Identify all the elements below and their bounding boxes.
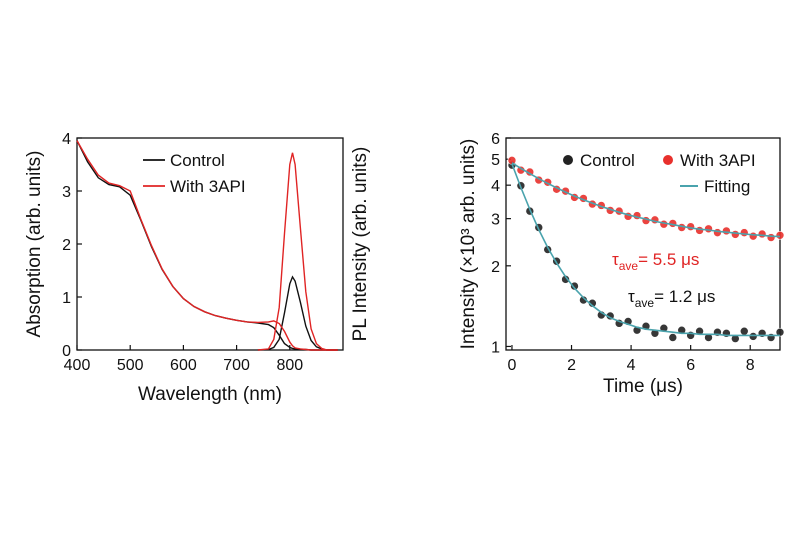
- legend-label: Control: [170, 151, 225, 170]
- data-point: [775, 230, 785, 240]
- x-tick-label: 600: [170, 357, 197, 374]
- y-tick-label: 0: [62, 343, 71, 360]
- legend-label: With 3API: [170, 177, 246, 196]
- x-tick-label: 2: [567, 357, 576, 374]
- data-point: [704, 224, 713, 234]
- pl-line: [257, 152, 338, 351]
- y-tick-label: 3: [491, 212, 500, 229]
- y-tick-label: 2: [62, 237, 71, 254]
- legend-marker: [663, 155, 673, 165]
- data-point: [579, 295, 588, 305]
- data-point: [722, 226, 731, 236]
- x-tick-label: 700: [223, 357, 250, 374]
- annotation: τave= 1.2 μs: [628, 287, 715, 310]
- x-tick-label: 800: [276, 357, 303, 374]
- annotation-text: = 5.5 μs: [638, 250, 699, 269]
- y2-axis-title: PL Intensity (arb. units): [350, 147, 371, 342]
- data-point: [668, 333, 678, 342]
- x-tick-label: 4: [627, 357, 636, 374]
- annotation-text: = 1.2 μs: [654, 287, 715, 306]
- annotation-subscript: ave: [635, 296, 655, 310]
- y-tick-label: 4: [62, 131, 71, 148]
- data-point: [739, 228, 749, 237]
- x-tick-label: 400: [64, 357, 91, 374]
- annotation: τave= 5.5 μs: [612, 250, 699, 273]
- legend-label: Fitting: [704, 177, 750, 196]
- y-tick-label: 5: [491, 152, 500, 169]
- x-tick-label: 0: [508, 357, 517, 374]
- data-point: [588, 298, 597, 308]
- data-point: [713, 228, 722, 237]
- plot-frame: [505, 137, 781, 351]
- data-point: [748, 231, 758, 241]
- fit-line: [511, 162, 781, 238]
- y-tick-label: 1: [62, 290, 71, 307]
- y-tick-label: 4: [491, 178, 500, 195]
- data-point: [739, 326, 749, 336]
- data-point: [677, 325, 687, 335]
- y-axis-title: Absorption (arb. units): [24, 151, 45, 338]
- annotation-symbol: τ: [628, 287, 635, 306]
- annotation-symbol: τ: [612, 250, 619, 269]
- absorption-line: [76, 140, 338, 351]
- y-tick-label: 6: [491, 131, 500, 148]
- data-point: [695, 326, 704, 336]
- x-axis-title: Time (μs): [603, 376, 683, 397]
- data-point: [695, 226, 704, 235]
- legend-marker: [563, 155, 573, 165]
- data-point: [757, 229, 767, 239]
- y-tick-label: 1: [491, 339, 500, 356]
- data-point: [775, 327, 785, 337]
- pl-line: [257, 275, 338, 351]
- data-point: [766, 233, 776, 242]
- y-axis-title: Intensity (×10³ arb. units): [458, 139, 479, 350]
- y-tick-label: 3: [62, 184, 71, 201]
- data-point: [650, 328, 660, 338]
- data-point: [570, 281, 579, 291]
- data-point: [731, 334, 740, 343]
- legend-label: With 3API: [680, 151, 756, 170]
- fit-line: [511, 163, 780, 337]
- legend-label: Control: [580, 151, 635, 170]
- data-point: [731, 230, 740, 239]
- x-tick-label: 6: [686, 357, 695, 374]
- annotation-subscript: ave: [619, 259, 639, 273]
- x-axis-title: Wavelength (nm): [138, 384, 282, 405]
- x-tick-label: 8: [746, 357, 755, 374]
- y-tick-label: 2: [491, 259, 500, 276]
- absorption-line: [76, 140, 338, 351]
- x-tick-label: 500: [117, 357, 144, 374]
- data-point: [748, 332, 758, 341]
